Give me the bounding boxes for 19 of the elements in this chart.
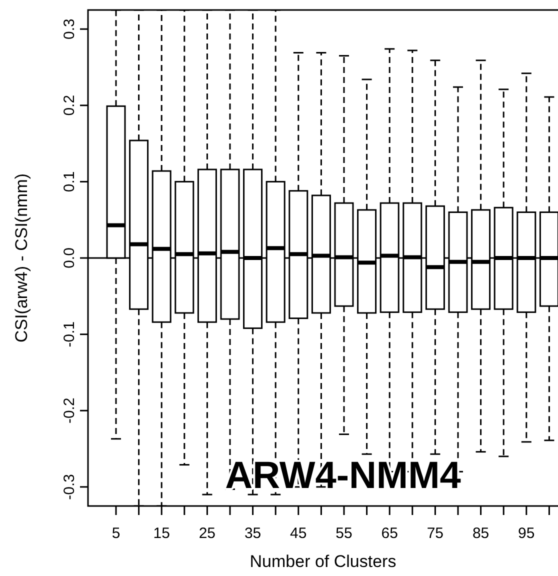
x-axis-title: Number of Clusters bbox=[250, 552, 396, 571]
y-tick-label: 0.0 bbox=[61, 248, 78, 268]
x-tick-label: 35 bbox=[244, 525, 262, 542]
y-axis-title: CSI(arw4) - CSI(nmm) bbox=[12, 173, 31, 343]
x-tick-label: 5 bbox=[112, 525, 120, 542]
x-tick-label: 75 bbox=[426, 525, 444, 542]
y-tick-label: -0.2 bbox=[61, 398, 78, 424]
y-tick-label: 0.2 bbox=[61, 94, 78, 116]
y-tick-label: 0.3 bbox=[61, 18, 78, 40]
x-tick-label: 25 bbox=[198, 525, 216, 542]
y-tick-label: 0.1 bbox=[61, 171, 78, 192]
x-tick-label: 65 bbox=[381, 525, 398, 542]
x-tick-label: 45 bbox=[290, 525, 307, 542]
x-tick-label: 15 bbox=[153, 525, 170, 542]
x-tick-label: 55 bbox=[336, 525, 352, 542]
x-tick-label: 85 bbox=[472, 525, 490, 542]
y-tick-label: -0.1 bbox=[61, 321, 78, 348]
y-tick-label: -0.3 bbox=[61, 474, 78, 500]
x-tick-label: 95 bbox=[518, 525, 535, 542]
